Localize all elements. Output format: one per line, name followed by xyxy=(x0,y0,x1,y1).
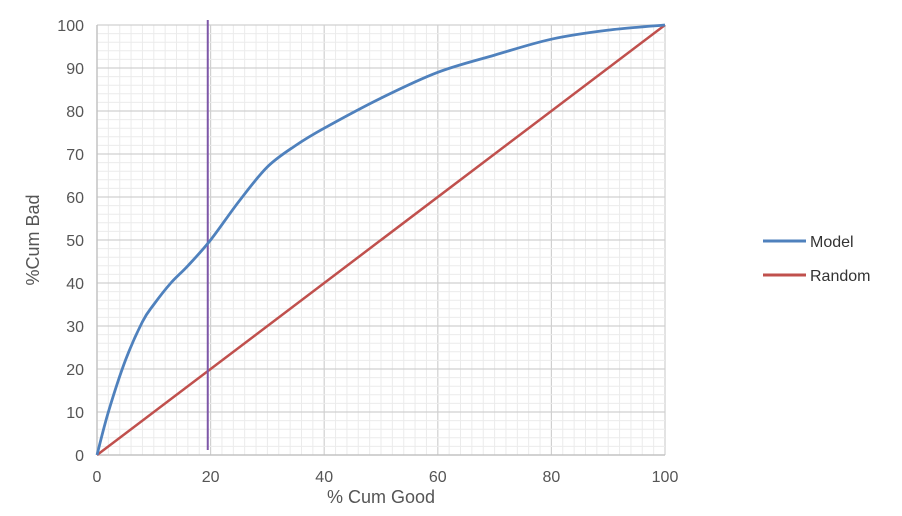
y-axis-title: %Cum Bad xyxy=(23,194,43,285)
x-tick-label: 60 xyxy=(429,469,447,486)
y-tick-label: 0 xyxy=(75,448,84,465)
legend-model-label: Model xyxy=(810,234,854,251)
grid xyxy=(96,24,666,456)
y-tick-label: 100 xyxy=(57,18,84,35)
x-axis-title: % Cum Good xyxy=(327,487,435,507)
legend-random-label: Random xyxy=(810,268,870,285)
y-tick-label: 40 xyxy=(66,276,84,293)
y-tick-label: 80 xyxy=(66,104,84,121)
series-random-line xyxy=(96,24,666,456)
tick-labels: 0 20 40 60 80 100 0 10 20 30 40 50 60 70 80 90 100 xyxy=(57,18,678,486)
legend: Model Random xyxy=(763,234,870,285)
y-tick-label: 20 xyxy=(66,362,84,379)
x-tick-label: 40 xyxy=(315,469,333,486)
y-tick-label: 50 xyxy=(66,233,84,250)
y-tick-label: 10 xyxy=(66,405,84,422)
series-layer xyxy=(95,20,666,456)
series-model-line xyxy=(95,23,666,456)
x-tick-label: 100 xyxy=(652,469,679,486)
x-tick-label: 80 xyxy=(543,469,561,486)
y-tick-label: 70 xyxy=(66,147,84,164)
x-tick-label: 0 xyxy=(93,469,102,486)
x-tick-label: 20 xyxy=(202,469,220,486)
y-tick-label: 90 xyxy=(66,61,84,78)
y-tick-label: 30 xyxy=(66,319,84,336)
y-tick-label: 60 xyxy=(66,190,84,207)
